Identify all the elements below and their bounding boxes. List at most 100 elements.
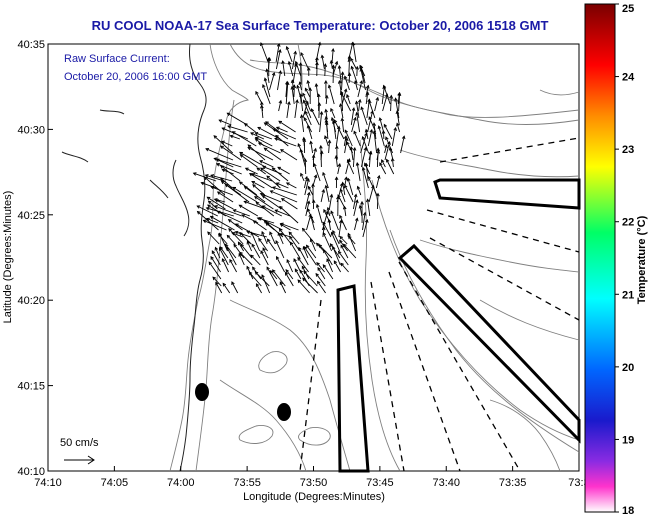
current-vector [325, 109, 328, 119]
current-vector-head [325, 210, 329, 215]
current-vector-head [254, 131, 259, 136]
current-vector-head [260, 101, 264, 106]
current-vector-head [324, 79, 328, 84]
current-vector-head [212, 276, 217, 281]
colorbar-tick-label: 23 [622, 144, 634, 156]
map-panel: Raw Surface Current: October 20, 2006 16… [47, 41, 581, 473]
current-vector [322, 172, 329, 189]
current-vector-head [277, 231, 281, 236]
current-vector-head [332, 229, 336, 234]
current-vector-head [278, 70, 283, 75]
current-vector-head [354, 80, 358, 85]
current-vector-head [368, 116, 372, 120]
current-vector-head [336, 125, 341, 130]
colorbar-label: Temperature (°C) [636, 215, 648, 304]
current-vector-head [355, 199, 359, 204]
current-vector-head [261, 195, 266, 199]
current-vector-head [321, 188, 326, 193]
current-vector [354, 80, 358, 91]
current-vector-head [226, 234, 231, 239]
colorbar-tick-label: 19 [622, 434, 634, 446]
current-vector-head [286, 259, 290, 263]
current-vector [360, 65, 366, 84]
current-vector [321, 55, 325, 70]
current-vector-head [324, 135, 328, 139]
current-vector-head [275, 134, 279, 139]
current-vector [235, 223, 260, 238]
current-vector [239, 152, 266, 168]
current-vector-head [365, 198, 370, 203]
current-vector [277, 166, 290, 175]
current-vector [260, 193, 282, 203]
current-vector-head [246, 230, 251, 235]
current-vector-head [215, 163, 220, 167]
current-vector [379, 162, 387, 175]
current-vector [384, 141, 391, 161]
current-vector [347, 159, 355, 175]
current-vector [285, 269, 294, 280]
current-vector-head [337, 64, 342, 69]
current-vector [307, 125, 313, 140]
current-vector-head [250, 254, 254, 259]
current-vector-head [266, 175, 270, 180]
current-vector-head [262, 165, 267, 170]
y-tick-label: 40:25 [17, 210, 45, 222]
current-vector-head [342, 205, 347, 210]
current-vector [262, 247, 269, 259]
current-vector-head [368, 99, 372, 104]
current-vector [338, 65, 342, 84]
current-vector [262, 84, 271, 105]
current-vector-head [330, 116, 335, 121]
current-vector [302, 228, 316, 245]
current-vector [318, 103, 320, 119]
current-vector-head [275, 126, 280, 130]
current-vector-head [221, 258, 226, 262]
current-vector-head [331, 47, 335, 52]
current-vector-head [314, 83, 319, 87]
current-vector [381, 86, 385, 105]
current-vector [275, 49, 281, 70]
current-vector [310, 238, 317, 252]
current-vector-head [243, 186, 248, 190]
current-vector-head [394, 97, 398, 102]
current-vector-head [331, 64, 336, 69]
current-vector [302, 277, 318, 294]
y-tick-label: 40:20 [17, 295, 45, 307]
current-vector-head [317, 102, 322, 106]
current-vector [286, 101, 290, 119]
current-vector [255, 132, 273, 140]
x-tick-label: 73:40 [432, 477, 460, 489]
current-vector [317, 267, 326, 280]
current-vector [391, 158, 394, 168]
current-vector-head [266, 238, 271, 243]
current-vector [279, 281, 287, 294]
current-vector-head [324, 118, 329, 123]
current-vector-head [200, 181, 205, 186]
current-vector-head [317, 266, 321, 271]
current-vector-head [254, 271, 259, 275]
current-vector [324, 135, 329, 147]
current-vector [326, 258, 334, 273]
current-vector [240, 244, 253, 259]
current-vector [276, 256, 285, 273]
current-vector-head [260, 42, 264, 46]
current-vector [362, 167, 369, 189]
current-vector-head [376, 147, 380, 152]
current-vector [215, 199, 234, 210]
current-vector-head [387, 140, 391, 145]
current-vector-head [364, 219, 369, 223]
current-vector [355, 101, 360, 119]
current-vector-head [210, 174, 215, 178]
current-vector-head [257, 126, 262, 131]
current-vector-head [307, 185, 312, 190]
current-vector-head [221, 168, 226, 173]
current-vector-head [232, 209, 237, 213]
current-vector-head [196, 205, 201, 209]
current-vector-head [231, 281, 235, 286]
current-vector-head [213, 157, 218, 161]
current-vector [278, 100, 282, 112]
current-vector-head [357, 98, 362, 103]
current-vector-head [347, 232, 351, 237]
current-vector [362, 212, 366, 231]
current-vector [322, 211, 329, 231]
